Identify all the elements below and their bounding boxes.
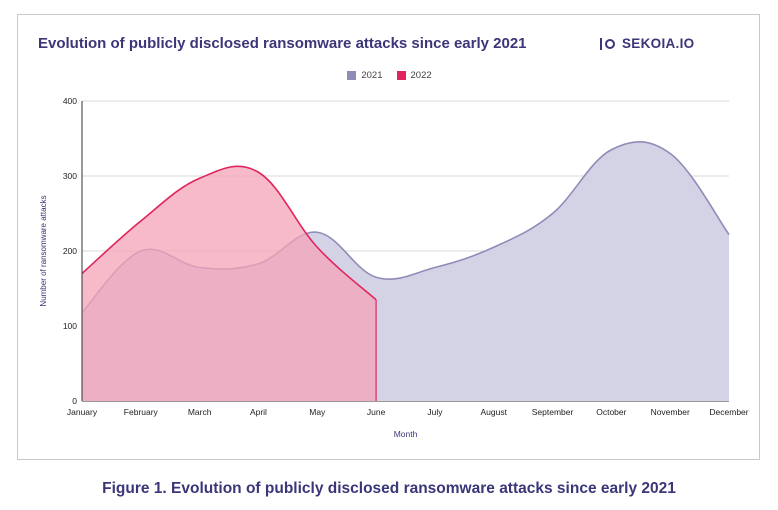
legend-item-2021[interactable]: 2021 bbox=[347, 70, 383, 81]
x-tick-label: September bbox=[532, 407, 574, 417]
sekoia-logo[interactable]: SEKOIA.IO bbox=[600, 36, 694, 51]
legend-label-2022: 2022 bbox=[410, 70, 432, 81]
y-tick-label: 200 bbox=[63, 246, 77, 256]
y-tick-label: 400 bbox=[63, 96, 77, 106]
x-tick-label: February bbox=[124, 407, 159, 417]
x-axis-label: Month bbox=[394, 429, 418, 439]
x-tick-label: May bbox=[309, 407, 326, 417]
x-tick-label: January bbox=[67, 407, 98, 417]
legend-label-2021: 2021 bbox=[361, 70, 383, 81]
legend-swatch-2021 bbox=[347, 71, 357, 80]
y-tick-label: 0 bbox=[72, 396, 77, 406]
chart-legend: 2021 2022 bbox=[18, 70, 761, 81]
chart-card: Evolution of publicly disclosed ransomwa… bbox=[17, 14, 760, 460]
x-tick-label: March bbox=[188, 407, 212, 417]
x-tick-label: July bbox=[427, 407, 443, 417]
series-2022-line bbox=[81, 165, 377, 301]
chart-title: Evolution of publicly disclosed ransomwa… bbox=[38, 35, 527, 52]
y-tick-label: 300 bbox=[63, 171, 77, 181]
legend-item-2022[interactable]: 2022 bbox=[396, 70, 432, 81]
brand-name: SEKOIA.IO bbox=[622, 36, 695, 51]
sekoia-logo-icon bbox=[600, 37, 615, 50]
x-tick-label: December bbox=[709, 407, 748, 417]
x-tick-label: June bbox=[367, 407, 386, 417]
legend-swatch-2022 bbox=[396, 71, 406, 80]
chart-plot: 0 100 200 300 400 January February March April Ma… bbox=[39, 96, 749, 439]
x-tick-label: October bbox=[596, 407, 626, 417]
y-axis-label: Number of ransomware attacks bbox=[39, 195, 48, 306]
x-tick-label: August bbox=[480, 407, 507, 417]
figure-caption: Figure 1. Evolution of publicly disclose… bbox=[102, 480, 676, 497]
x-tick-label: November bbox=[651, 407, 690, 417]
series-2022-area bbox=[82, 166, 377, 401]
y-tick-label: 100 bbox=[63, 321, 77, 331]
x-tick-label: April bbox=[250, 407, 267, 417]
